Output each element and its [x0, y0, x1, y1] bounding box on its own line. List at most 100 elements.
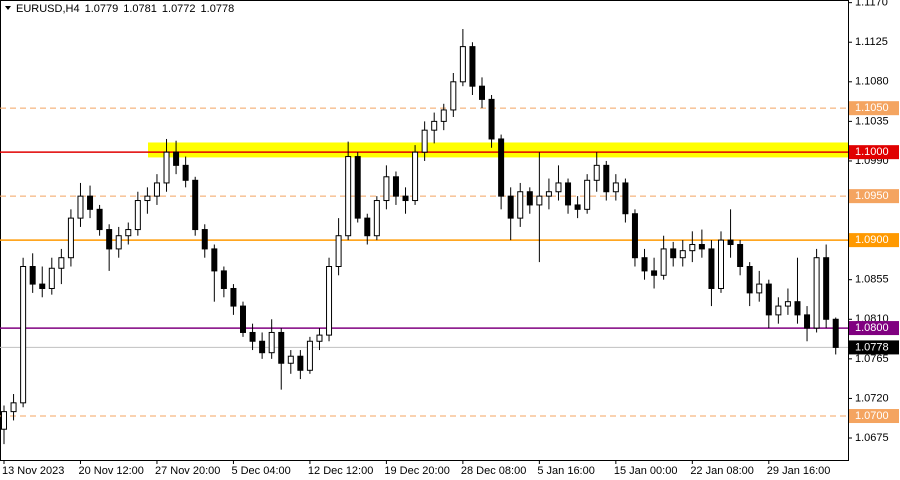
candle-body: [10, 402, 17, 413]
candle-body: [813, 257, 820, 329]
candle-body: [794, 301, 801, 316]
candle-body: [106, 229, 113, 250]
candles: [3, 29, 837, 445]
candle-body: [784, 301, 791, 307]
candle-body: [278, 331, 285, 364]
level-label-bg: [849, 233, 899, 248]
candle-body: [584, 179, 591, 210]
y-tick-label: 1.0720: [855, 392, 889, 404]
candle-body: [211, 248, 218, 272]
candle-body: [622, 182, 629, 215]
candle-body: [220, 270, 227, 289]
candle-body: [479, 85, 485, 100]
candle-body: [240, 305, 246, 333]
candle-body: [182, 164, 189, 181]
candle-body: [29, 266, 36, 285]
candle-body: [96, 208, 103, 231]
level-label: 1.0800: [855, 322, 889, 334]
candle-body: [536, 195, 543, 206]
y-tick-label: 1.1080: [855, 76, 889, 88]
candle-body: [20, 266, 27, 404]
candle-body: [392, 176, 399, 197]
candle-body: [832, 318, 839, 348]
candle-body: [631, 213, 638, 259]
candle-body: [192, 179, 199, 231]
candle-body: [39, 283, 46, 289]
level-label-bg: [849, 101, 899, 116]
candle-body: [574, 204, 581, 210]
current-price-label: 1.0778: [855, 341, 889, 353]
candle-body: [689, 244, 696, 252]
candle-body: [297, 355, 304, 371]
candle-body: [144, 195, 151, 202]
candle-body: [87, 195, 94, 210]
candle-body: [268, 331, 275, 354]
y-tick-label: 1.0765: [855, 353, 889, 365]
candle-body: [651, 270, 658, 276]
candle-body: [526, 191, 533, 206]
header-close: 1.0778: [201, 3, 235, 15]
candle-body: [488, 98, 495, 140]
header-high: 1.0781: [123, 3, 157, 15]
candle-body: [708, 248, 715, 289]
candle-body: [326, 266, 333, 336]
candle-body: [469, 46, 476, 87]
x-tick-label: 5 Jan 16:00: [537, 465, 595, 477]
candle-body: [765, 283, 772, 316]
y-tick-label: 1.1170: [855, 0, 888, 9]
candle-body: [507, 195, 514, 219]
candle-body: [431, 120, 438, 131]
header-low: 1.0772: [162, 3, 196, 15]
candle-body: [1, 411, 7, 430]
candle-body: [287, 355, 294, 364]
x-tick-label: 5 Dec 04:00: [231, 465, 290, 477]
x-tick-label: 19 Dec 20:00: [384, 465, 449, 477]
candle-body: [77, 195, 84, 219]
candle-body: [173, 151, 180, 166]
plot-frame: [0, 0, 849, 461]
candle-body: [612, 182, 619, 193]
y-tick-label: 1.0855: [855, 274, 889, 286]
candle-body: [163, 151, 170, 184]
candle-body: [249, 331, 256, 342]
level-label-bg: [849, 189, 899, 204]
level-label: 1.1000: [855, 146, 889, 158]
candle-body: [383, 176, 390, 202]
x-tick-label: 15 Jan 00:00: [614, 465, 678, 477]
y-tick-label: 1.0675: [855, 432, 889, 444]
x-tick-label: 12 Dec 12:00: [308, 465, 373, 477]
level-label: 1.0900: [855, 234, 889, 246]
candle-body: [823, 257, 830, 320]
header-open: 1.0779: [85, 3, 119, 15]
candle-body: [593, 164, 600, 181]
level-label-bg: [849, 145, 899, 160]
candle-body: [306, 340, 313, 371]
candle-body: [804, 314, 811, 329]
candle-body: [345, 156, 352, 237]
menu-arrow: [5, 6, 11, 10]
level-label: 1.0700: [855, 410, 889, 422]
candle-body: [459, 46, 466, 83]
y-tick-label: 1.1035: [855, 115, 889, 127]
candle-body: [373, 200, 380, 237]
y-tick-label: 1.1125: [855, 36, 888, 48]
candle-body: [545, 191, 552, 197]
x-tick-label: 28 Dec 08:00: [461, 465, 526, 477]
level-label: 1.0950: [855, 190, 889, 202]
candle-body: [316, 334, 323, 342]
header: EURUSD,H4 1.0779 1.0781 1.0772 1.0778: [16, 3, 234, 15]
candle-body: [565, 182, 572, 206]
candle-body: [746, 266, 753, 294]
candle-body: [58, 257, 65, 269]
candle-body: [756, 283, 763, 294]
candle-body: [517, 191, 524, 219]
candle-body: [775, 305, 782, 316]
candle-body: [450, 81, 457, 111]
candle-body: [603, 164, 610, 193]
candle-body: [679, 250, 686, 259]
candle-body: [48, 267, 55, 289]
candle-body: [364, 217, 371, 237]
candle-body: [201, 229, 208, 250]
candle-body: [230, 287, 237, 307]
candle-body: [134, 200, 141, 231]
